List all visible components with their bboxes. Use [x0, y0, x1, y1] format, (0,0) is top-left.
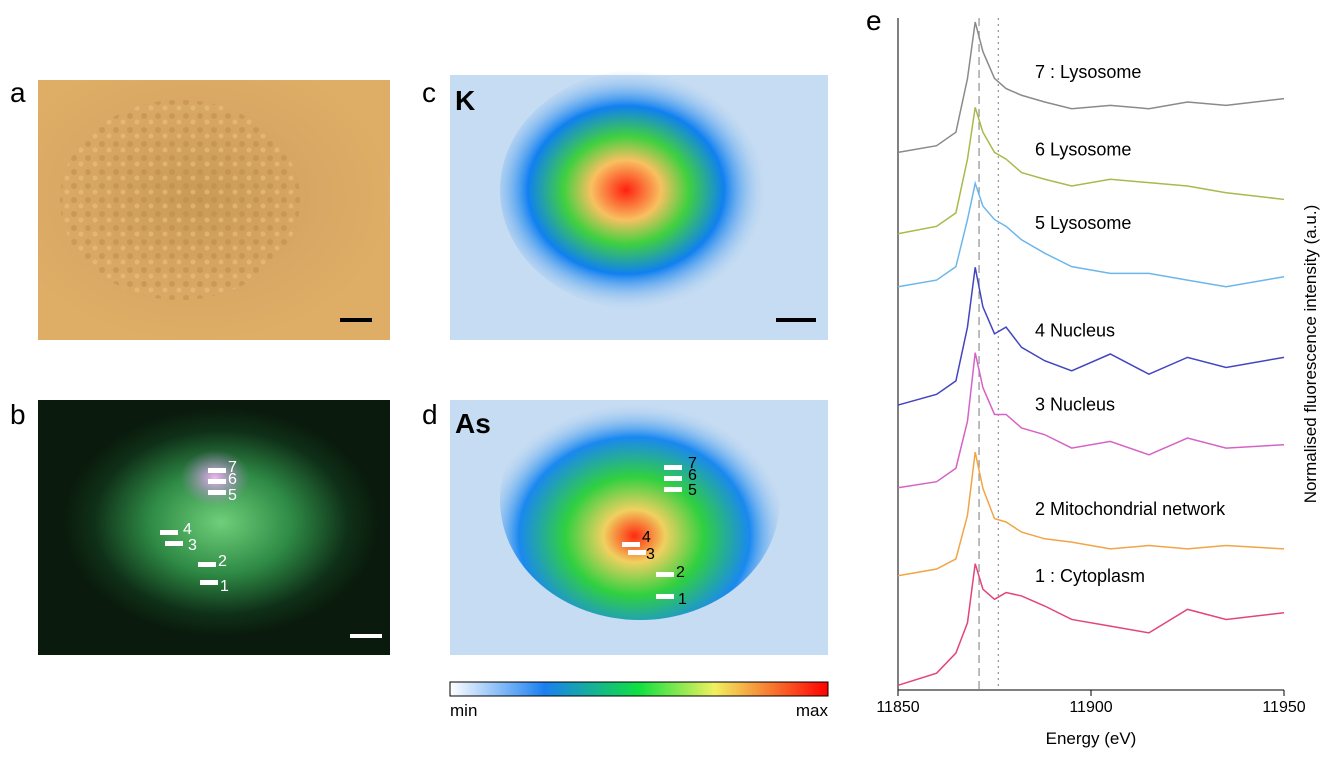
region-marker [664, 476, 682, 481]
spectrum-line [897, 180, 1285, 288]
panel-letter: e [866, 5, 882, 36]
series-label: 3 Nucleus [1035, 395, 1115, 415]
region-label: 5 [688, 482, 697, 499]
series-label: 2 Mitochondrial network [1035, 499, 1226, 519]
region-marker [656, 594, 674, 599]
spectrum-line [897, 107, 1285, 235]
x-tick-label: 11900 [1069, 699, 1112, 716]
element-label: K [455, 85, 475, 116]
spectrum-line [897, 451, 1285, 577]
colorbar-max: max [796, 701, 829, 720]
region-marker [200, 580, 218, 585]
region-label: 6 [228, 471, 237, 488]
region-marker [160, 530, 178, 535]
panel-letter: d [422, 399, 438, 430]
colorbar-min: min [450, 701, 477, 720]
k-hotspot [500, 70, 780, 310]
region-marker [208, 490, 226, 495]
region-label: 2 [676, 564, 685, 581]
lysosome-signal [180, 450, 250, 506]
series-label: 4 Nucleus [1035, 321, 1115, 341]
y-axis-title: Normalised fluorescence intensity (a.u.) [1301, 205, 1320, 504]
scale-bar [350, 634, 382, 638]
region-marker [656, 572, 674, 577]
region-label: 1 [678, 591, 687, 608]
region-label: 4 [183, 521, 192, 538]
series-label: 7 : Lysosome [1035, 62, 1141, 82]
spectrum-line [897, 352, 1285, 489]
region-marker [208, 468, 226, 473]
element-label: As [455, 408, 491, 439]
region-label: 6 [688, 467, 697, 484]
region-label: 5 [228, 487, 237, 504]
panel-letter: b [10, 399, 26, 430]
colorbar [449, 681, 829, 697]
x-tick-label: 11850 [876, 699, 919, 716]
region-label: 3 [646, 546, 655, 563]
series-label: 5 Lysosome [1035, 213, 1131, 233]
region-marker [198, 562, 216, 567]
region-marker [165, 541, 183, 546]
scale-bar [776, 318, 816, 322]
spectrum-line [897, 21, 1285, 154]
region-label: 4 [642, 529, 651, 546]
region-label: 7 [688, 455, 697, 472]
panel-letter: a [10, 77, 26, 108]
region-label: 2 [218, 553, 227, 570]
panel-letter: c [422, 77, 436, 108]
series-label: 1 : Cytoplasm [1035, 566, 1145, 586]
region-marker [664, 465, 682, 470]
spectrum-line [897, 563, 1285, 687]
as-hotspot [500, 380, 780, 620]
cell-texture [60, 100, 300, 300]
region-marker [664, 487, 682, 492]
region-marker [628, 550, 646, 555]
region-label: 1 [220, 578, 229, 595]
region-marker [208, 479, 226, 484]
spectrum-line [897, 267, 1285, 406]
region-marker [622, 542, 640, 547]
region-label: 3 [188, 537, 197, 554]
x-tick-label: 11950 [1262, 699, 1305, 716]
region-label: 7 [228, 459, 237, 476]
fluorescence-image [38, 400, 390, 655]
scale-bar [340, 318, 372, 322]
spectra-chart: 11850 11900 11950 Energy (eV) Normalised flu… [876, 18, 1320, 748]
series-label: 6 Lysosome [1035, 139, 1131, 159]
x-axis-title: Energy (eV) [1046, 729, 1137, 748]
